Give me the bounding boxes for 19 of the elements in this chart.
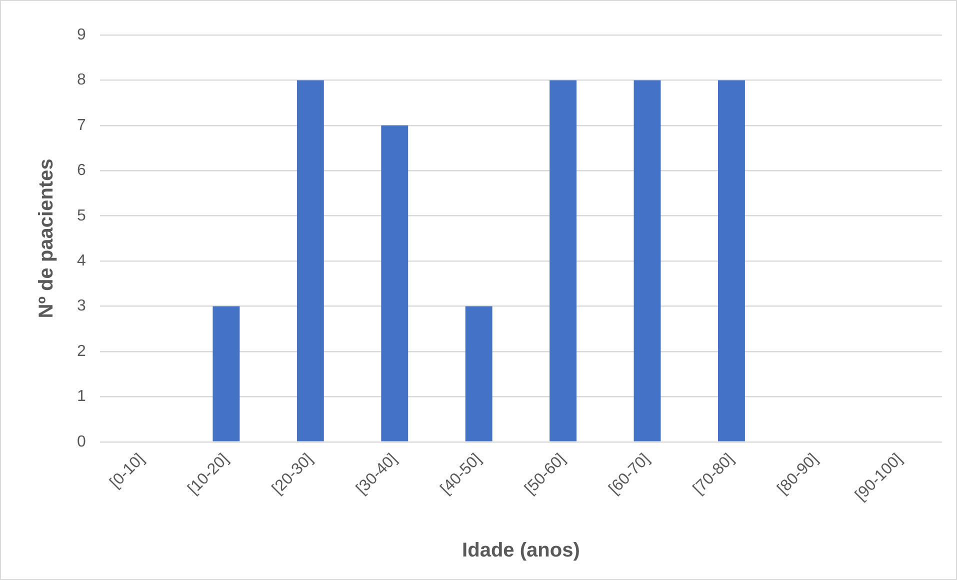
- y-tick-label: 5: [76, 207, 86, 224]
- y-tick-label: 1: [76, 388, 86, 406]
- y-tick-label: 6: [76, 162, 86, 180]
- bar: [212, 306, 240, 442]
- y-tick-label: 0: [76, 433, 86, 450]
- bar: [634, 80, 661, 442]
- y-tick-label: 2: [76, 342, 86, 360]
- bar: [550, 80, 577, 442]
- y-axis-title: Nº de paacientes: [36, 158, 58, 318]
- bar: [718, 80, 745, 442]
- bar: [381, 125, 408, 442]
- y-tick-label: 4: [76, 252, 86, 270]
- y-tick-label: 7: [76, 116, 86, 134]
- x-axis-title: Idade (anos): [462, 540, 580, 562]
- y-tick-label: 9: [76, 26, 86, 44]
- bar: [465, 306, 492, 442]
- y-tick-label: 3: [76, 298, 86, 315]
- y-tick-label: 8: [76, 72, 86, 89]
- bar: [296, 80, 324, 442]
